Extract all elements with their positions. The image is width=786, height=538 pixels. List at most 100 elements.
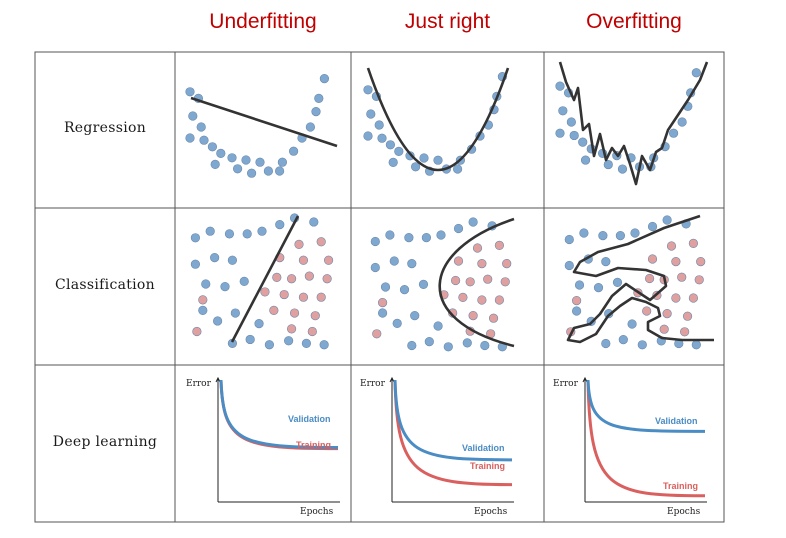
regression-point (388, 157, 398, 167)
regression-point (247, 168, 257, 178)
classification-point-red (310, 311, 320, 321)
classification-point-red (571, 296, 582, 306)
classification-point-red (316, 237, 326, 247)
classification-point-blue (564, 260, 574, 271)
classification-point-red (192, 326, 202, 337)
classification-point-blue (601, 257, 611, 267)
classification-point-blue (443, 342, 453, 352)
classification-point-red (298, 255, 309, 265)
regression-point (311, 106, 321, 117)
classification-point-red (483, 274, 493, 284)
row-label-deep-learning: Deep learning (52, 434, 158, 450)
classification-point-blue (691, 340, 701, 350)
classification-point-blue (284, 336, 294, 346)
classification-point-red (688, 238, 699, 248)
axis-arrow (215, 376, 221, 383)
regression-point (555, 128, 565, 138)
classification-point-blue (421, 233, 432, 243)
classification-point-blue (424, 337, 434, 347)
classification-point-blue (220, 282, 230, 292)
classification-point-blue (201, 279, 211, 289)
regression-point (405, 151, 415, 161)
classification-point-red (260, 287, 270, 297)
classification-point-blue (254, 319, 264, 329)
table-frame (34, 51, 725, 523)
classification-point-blue (407, 340, 417, 351)
classification-point-blue (242, 229, 252, 239)
classification-point-blue (615, 231, 626, 241)
regression-point (199, 135, 209, 145)
classification-point-blue (210, 253, 220, 263)
regression-fit-curve (366, 67, 510, 172)
axis-label-error: Error (553, 379, 579, 389)
regression-underfit-line (190, 96, 338, 148)
classification-point-red (316, 292, 326, 302)
column-title-overfitting: Overfitting (586, 10, 682, 33)
classification-point-red (659, 324, 669, 334)
regression-point (677, 117, 687, 127)
classification-point-blue (385, 230, 395, 240)
classification-point-blue (453, 223, 464, 234)
classification-point-blue (618, 335, 628, 345)
classification-point-blue (564, 234, 574, 245)
classification-point-blue (480, 340, 490, 351)
regression-point (453, 164, 463, 174)
classification-underfit-line (230, 215, 300, 343)
training-label: Training (470, 461, 505, 471)
regression-point (227, 153, 237, 163)
regression-point (691, 68, 701, 78)
classification-point-blue (264, 340, 275, 350)
regression-point (188, 111, 198, 121)
classification-point-red (294, 239, 304, 249)
classification-point-red (680, 327, 690, 337)
regression-point (275, 166, 285, 176)
classification-point-red (677, 272, 687, 282)
classification-point-red (472, 243, 483, 253)
regression-point (363, 131, 373, 141)
regression-point (385, 140, 396, 150)
regression-point (394, 146, 404, 156)
classification-point-blue (418, 279, 429, 290)
validation-curve (393, 379, 513, 462)
regression-point (289, 146, 299, 156)
axis-label-error: Error (186, 379, 212, 389)
regression-point (263, 166, 274, 176)
classification-point-blue (319, 340, 329, 350)
regression-point (377, 133, 387, 143)
classification-overfit-boundary (566, 214, 714, 344)
classification-point-red (500, 277, 510, 287)
classification-point-red (494, 295, 505, 305)
classification-point-red (279, 289, 289, 300)
axis-arrow (389, 376, 395, 383)
classification-point-red (477, 259, 487, 269)
classification-point-red (304, 271, 314, 281)
classification-point-red (688, 293, 699, 303)
classification-point-blue (579, 228, 589, 238)
regression-point (569, 130, 579, 141)
classification-point-red (453, 256, 464, 266)
training-label: Training (296, 440, 331, 450)
validation-label: Validation (655, 416, 698, 426)
classification-point-blue (198, 305, 208, 316)
validation-label: Validation (288, 414, 331, 424)
classification-point-red (694, 275, 704, 285)
regression-point (419, 153, 429, 163)
axis-label-epochs: Epochs (667, 507, 701, 517)
classification-point-blue (213, 316, 223, 326)
regression-point (411, 162, 421, 172)
classification-point-blue (378, 308, 388, 318)
classification-point-blue (662, 215, 672, 225)
regression-point (185, 87, 195, 97)
classification-point-red (322, 274, 332, 284)
classification-point-blue (410, 311, 420, 321)
classification-point-blue (574, 280, 585, 290)
classification-point-red (662, 309, 672, 319)
classification-point-red (289, 308, 300, 318)
regression-point (558, 106, 568, 116)
regression-point (578, 137, 588, 147)
axis-label-epochs: Epochs (300, 507, 334, 517)
classification-point-red (477, 295, 487, 305)
classification-point-red (458, 292, 468, 303)
classification-point-blue (571, 306, 582, 316)
classification-point-blue (224, 229, 235, 239)
